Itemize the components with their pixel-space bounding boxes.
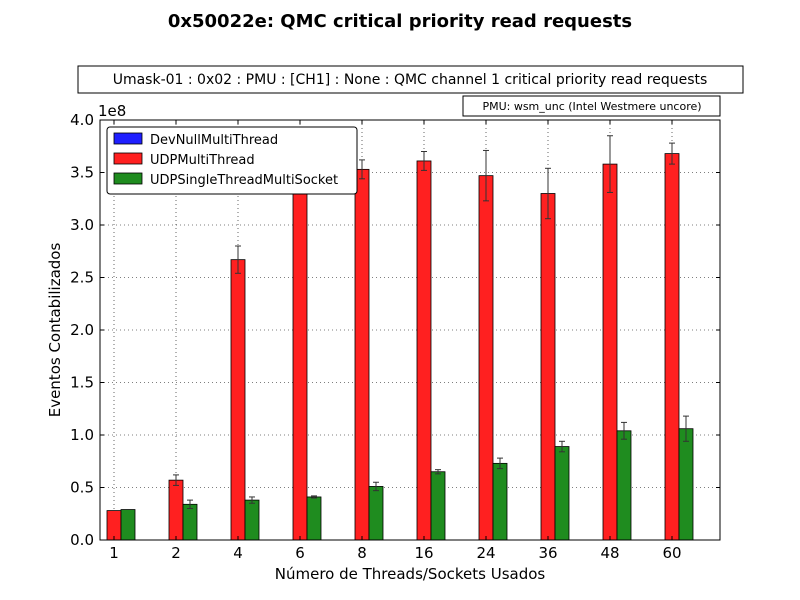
pmu-note: PMU: wsm_unc (Intel Westmere uncore) <box>482 100 701 113</box>
bar-UDPSingleThreadMultiSocket <box>678 428 694 541</box>
bar-UDPSingleThreadMultiSocket <box>492 462 508 541</box>
x-tick-label: 6 <box>295 544 305 562</box>
legend-swatch <box>113 172 143 185</box>
bar-UDPMultiThread <box>292 178 308 541</box>
y-tick-label: 0.0 <box>70 531 94 549</box>
bar-UDPSingleThreadMultiSocket <box>120 509 136 541</box>
bar-UDPSingleThreadMultiSocket <box>430 471 446 541</box>
tick-labels: 0.00.51.01.52.02.53.03.54.01 2 4 6 8 16 24 36 48… <box>70 111 720 562</box>
chart-title: 0x50022e: QMC critical priority read req… <box>168 11 632 32</box>
legend-entry: DevNullMultiThread <box>150 133 278 148</box>
y-tick-label: 4.0 <box>70 111 94 129</box>
x-tick-label: 24 <box>476 544 495 562</box>
bar-UDPSingleThreadMultiSocket <box>182 503 198 541</box>
bar-UDPSingleThreadMultiSocket <box>306 496 322 541</box>
bar-UDPSingleThreadMultiSocket <box>368 486 384 541</box>
bar-UDPSingleThreadMultiSocket <box>244 499 260 541</box>
bar-UDPMultiThread <box>106 510 122 541</box>
legend-box <box>106 126 358 195</box>
subtitle-box: Umask-01 : 0x02 : PMU : [CH1] : None : Q… <box>77 65 744 94</box>
y-tick-label: 1.5 <box>70 374 94 392</box>
bar-UDPMultiThread <box>168 479 184 541</box>
bar-UDPMultiThread <box>602 163 618 541</box>
bar-UDPSingleThreadMultiSocket <box>554 446 570 541</box>
y-tick-label: 3.0 <box>70 216 94 234</box>
legend-entry: UDPMultiThread <box>150 153 255 168</box>
bar-UDPMultiThread <box>230 259 246 541</box>
y-tick-label: 2.0 <box>70 321 94 339</box>
x-tick-label: 16 <box>414 544 433 562</box>
y-multiplier: 1e8 <box>98 102 126 120</box>
y-tick-label: 1.0 <box>70 426 94 444</box>
legend-swatch <box>113 152 143 165</box>
y-tick-label: 3.5 <box>70 164 94 182</box>
x-tick-label: 36 <box>538 544 557 562</box>
bar-UDPMultiThread <box>540 193 556 541</box>
x-axis-label: Número de Threads/Sockets Usados <box>275 565 546 583</box>
x-tick-label: 8 <box>357 544 367 562</box>
x-tick-label: 1 <box>109 544 119 562</box>
bars <box>106 153 694 541</box>
x-tick-label: 48 <box>600 544 619 562</box>
y-axis-label: Eventos Contabilizados <box>46 243 64 418</box>
bar-UDPSingleThreadMultiSocket <box>616 430 632 541</box>
bar-UDPMultiThread <box>478 175 494 541</box>
y-tick-label: 2.5 <box>70 269 94 287</box>
y-tick-label: 0.5 <box>70 479 94 497</box>
legend-entry: UDPSingleThreadMultiSocket <box>150 173 338 188</box>
bar-UDPMultiThread <box>416 160 432 541</box>
legend: DevNullMultiThread UDPMultiThread UDPSingl… <box>106 126 358 195</box>
pmu-note-box: PMU: wsm_unc (Intel Westmere uncore) <box>462 95 721 117</box>
x-tick-label: 60 <box>662 544 681 562</box>
x-tick-label: 2 <box>171 544 181 562</box>
x-tick-label: 4 <box>233 544 243 562</box>
bar-UDPMultiThread <box>354 168 370 541</box>
bar-UDPMultiThread <box>664 153 680 541</box>
legend-swatch <box>113 132 143 145</box>
chart-subtitle: Umask-01 : 0x02 : PMU : [CH1] : None : Q… <box>113 72 708 88</box>
